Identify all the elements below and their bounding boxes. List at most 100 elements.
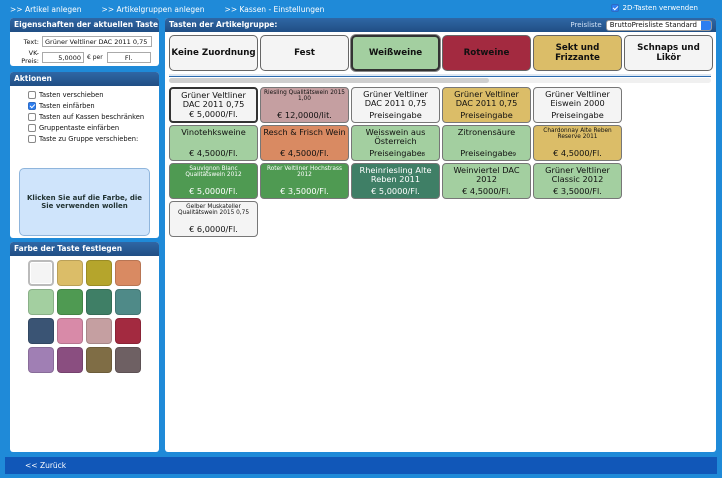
price-input[interactable]: 5,0000 — [42, 51, 84, 63]
article-key[interactable]: Vinotehksweine € 4,5000/Fl. — [169, 125, 258, 161]
action-checkbox[interactable] — [28, 135, 36, 143]
color-swatch[interactable] — [115, 289, 141, 315]
top-navigation: >> Artikel anlegen >> Artikelgruppen anl… — [0, 0, 722, 18]
action-label: Taste zu Gruppe verschieben: — [39, 135, 139, 143]
color-swatch[interactable] — [57, 347, 83, 373]
key-text-input[interactable]: Grüner Veltliner DAC 2011 0,75 — [42, 36, 152, 47]
action-color-group-key[interactable]: Gruppentaste einfärben — [28, 124, 159, 132]
nav-artikelgruppen-anlegen[interactable]: >> Artikelgruppen anlegen — [101, 4, 205, 14]
article-key-name: Grüner Veltliner Eiswein 2000 — [545, 89, 610, 109]
group-tab[interactable]: Sekt und Frizzante — [533, 35, 622, 71]
article-key-name: Grüner Veltliner DAC 2011 0,75 — [181, 90, 246, 110]
action-move-keys[interactable]: Tasten verschieben — [28, 91, 159, 99]
color-swatch-grid — [28, 260, 148, 373]
article-key[interactable]: Resch & Frisch Wein € 4,5000/Fl. — [260, 125, 349, 161]
article-key-name: Zitronensäure — [457, 127, 516, 137]
color-swatch[interactable] — [28, 318, 54, 344]
pricelist-dropdown[interactable]: BruttoPreisliste Standard — [605, 19, 712, 31]
action-label: Tasten auf Kassen beschränken — [39, 113, 145, 121]
color-swatch[interactable] — [115, 347, 141, 373]
action-label: Tasten verschieben — [39, 91, 104, 99]
color-swatch[interactable] — [86, 260, 112, 286]
article-key-count: 9 — [512, 152, 517, 158]
price-unit-label: € per — [87, 53, 103, 61]
article-key[interactable]: Zitronensäure Preiseingabe 9 — [442, 125, 531, 161]
color-swatch[interactable] — [28, 347, 54, 373]
article-key[interactable]: Sauvignon Blanc Qualitätswein 2012 € 5,00… — [169, 163, 258, 199]
color-swatch[interactable] — [86, 289, 112, 315]
action-label: Tasten einfärben — [39, 102, 95, 110]
color-swatch[interactable] — [86, 318, 112, 344]
color-swatch[interactable] — [57, 318, 83, 344]
actions-panel: Aktionen Tasten verschieben Tasten einfä… — [10, 72, 159, 238]
tab-divider — [169, 74, 711, 77]
action-checkbox[interactable] — [28, 113, 36, 121]
unit-input[interactable]: Fl. — [106, 51, 151, 63]
article-key-price: Preiseingabe — [369, 110, 422, 120]
group-tabs: Keine Zuordnung Fest Weißweine Rotweine Sekt… — [169, 35, 715, 71]
article-key[interactable]: Grüner Veltliner DAC 2011 0,75 Preiseinga… — [351, 87, 440, 123]
article-key[interactable]: Riesling Qualitätswein 2015 1,00 € 12,000… — [260, 87, 349, 123]
article-key[interactable]: Weisswein aus Österreich Preiseingabe 8 — [351, 125, 440, 161]
group-tab[interactable]: Rotweine — [442, 35, 531, 71]
article-key-name: Sauvignon Blanc Qualitätswein 2012 — [185, 166, 242, 179]
article-key-price: € 12,0000/lit. — [277, 110, 332, 120]
action-move-to-group[interactable]: Taste zu Gruppe verschieben: — [28, 135, 159, 143]
article-key[interactable]: Roter Veltliner Hochstrass 2012 € 3,5000/… — [260, 163, 349, 199]
article-key-name: Resch & Frisch Wein — [263, 127, 346, 137]
article-key-name: Vinotehksweine — [181, 127, 246, 137]
group-tab[interactable]: Fest — [260, 35, 349, 71]
key-properties-title: Eigenschaften der aktuellen Taste — [10, 18, 159, 32]
article-key[interactable]: Grüner Veltliner Eiswein 2000 Preiseingab… — [533, 87, 622, 123]
article-key-price: Preiseingabe — [551, 110, 604, 120]
article-key-price: € 3,5000/Fl. — [280, 186, 329, 196]
article-key-price: € 5,0000/Fl. — [189, 186, 238, 196]
nav-kassen-einstellungen[interactable]: >> Kassen - Einstellungen — [224, 4, 325, 14]
color-swatch[interactable] — [28, 289, 54, 315]
article-key-price: € 4,5000/Fl. — [280, 148, 329, 158]
color-swatch[interactable] — [28, 260, 54, 286]
toggle-2d-keys[interactable]: 2D-Tasten verwenden — [610, 4, 698, 12]
article-key[interactable]: Rheinriesling Alte Reben 2011 € 5,0000/Fl… — [351, 163, 440, 199]
color-hint-box: Klicken Sie auf die Farbe, die Sie verwe… — [19, 168, 150, 236]
group-tab[interactable]: Schnaps und Likör — [624, 35, 713, 71]
color-swatch[interactable] — [115, 318, 141, 344]
color-swatch[interactable] — [57, 289, 83, 315]
article-key-price: Preiseingabe — [369, 148, 422, 158]
price-label: VK-Preis: — [21, 49, 39, 65]
action-checkbox[interactable] — [28, 91, 36, 99]
action-color-keys[interactable]: Tasten einfärben — [28, 102, 159, 110]
article-key-name: Grüner Veltliner DAC 2011 0,75 — [363, 89, 428, 109]
action-checkbox[interactable] — [28, 124, 36, 132]
article-key-price: € 5,0000/Fl. — [189, 109, 238, 119]
action-checkbox[interactable] — [28, 102, 36, 110]
horizontal-scrollbar[interactable] — [169, 78, 711, 83]
color-swatch[interactable] — [115, 260, 141, 286]
scrollbar-thumb[interactable] — [169, 78, 489, 83]
key-color-title: Farbe der Taste festlegen — [10, 242, 159, 256]
article-key[interactable]: Weinviertel DAC 2012 € 4,5000/Fl. — [442, 163, 531, 199]
toggle-2d-label: 2D-Tasten verwenden — [622, 4, 698, 12]
article-key-price: Preiseingabe — [460, 148, 513, 158]
group-tab[interactable]: Keine Zuordnung — [169, 35, 258, 71]
action-restrict-registers[interactable]: Tasten auf Kassen beschränken — [28, 113, 159, 121]
back-button[interactable]: << Zurück — [5, 457, 717, 474]
article-key-count: 8 — [421, 152, 426, 158]
color-swatch[interactable] — [57, 260, 83, 286]
article-key[interactable]: Grüner Veltliner Classic 2012 € 3,5000/Fl… — [533, 163, 622, 199]
article-key[interactable]: Grüner Veltliner DAC 2011 0,75 Preiseinga… — [442, 87, 531, 123]
article-key[interactable]: Grüner Veltliner DAC 2011 0,75 € 5,0000/F… — [169, 87, 258, 123]
color-swatch[interactable] — [86, 347, 112, 373]
article-key-grid: Grüner Veltliner DAC 2011 0,75 € 5,0000/F… — [169, 87, 622, 237]
action-label: Gruppentaste einfärben — [39, 124, 120, 132]
group-tab[interactable]: Weißweine — [351, 35, 440, 71]
article-key[interactable]: Chardonnay Alte Reben Reserve 2011 € 4,50… — [533, 125, 622, 161]
pricelist-label: Preisliste — [570, 21, 602, 29]
toggle-2d-checkbox[interactable] — [610, 4, 619, 12]
nav-artikel-anlegen[interactable]: >> Artikel anlegen — [10, 4, 82, 14]
article-key-price: € 3,5000/Fl. — [553, 186, 602, 196]
key-color-panel: Farbe der Taste festlegen — [10, 242, 159, 452]
article-key[interactable]: Gelber Muskateller Qualitätswein 2015 0,… — [169, 201, 258, 237]
article-key-price: € 5,0000/Fl. — [371, 186, 420, 196]
text-label: Text: — [23, 37, 39, 46]
